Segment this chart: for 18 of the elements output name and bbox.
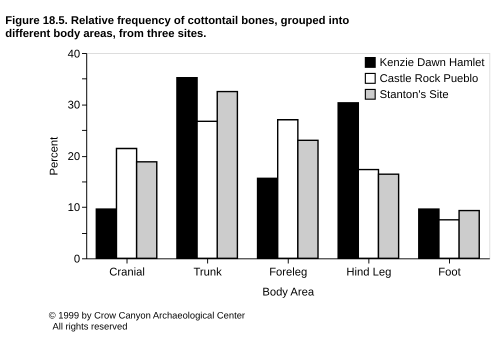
chart-title: Figure 18.5. Relative frequency of cottontail bones, grouped into different body areas, from three sites. — [5, 14, 350, 40]
legend-label: Stanton's Site — [380, 89, 449, 102]
text: All rights reserved — [52, 322, 128, 332]
text: © 1999 by Crow Canyon Archaeological Center — [48, 310, 246, 320]
y-tick-label: 30 — [68, 100, 80, 112]
x-tick-label: Hind Leg — [346, 266, 392, 279]
x-tick-label: Trunk — [193, 266, 222, 279]
legend-label: Castle Rock Pueblo — [380, 73, 478, 86]
y-tick-label: 10 — [68, 202, 80, 214]
x-tick-label: Foreleg — [269, 266, 308, 279]
y-tick-label: 40 — [68, 48, 80, 60]
x-axis-title: Body Area — [262, 286, 315, 298]
y-tick-label: 0 — [74, 254, 80, 266]
x-tick-label: Foot — [438, 266, 462, 279]
y-tick-label: 20 — [68, 150, 80, 163]
x-tick-label: Cranial — [109, 266, 145, 279]
y-axis-title: Percent — [48, 136, 60, 176]
legend-label: Kenzie Dawn Hamlet — [380, 57, 486, 70]
